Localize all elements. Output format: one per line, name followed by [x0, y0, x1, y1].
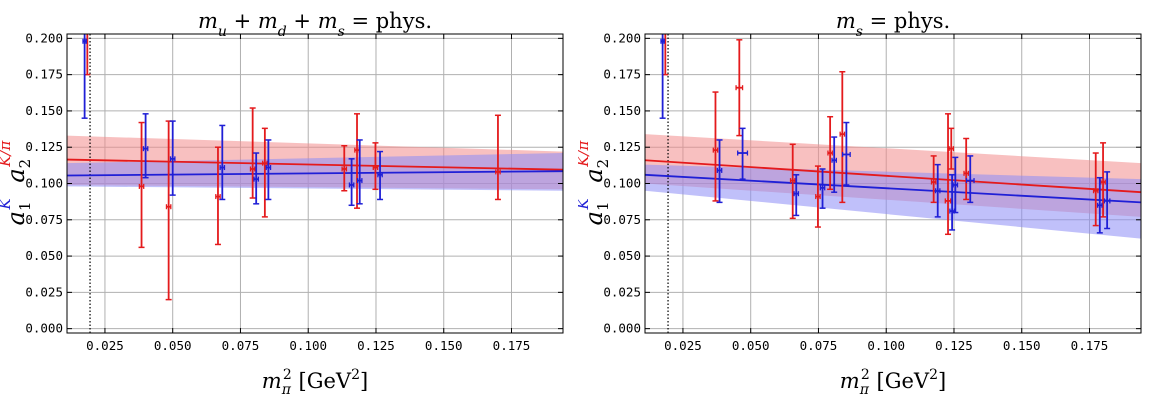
y-tick-label: 0.025 — [25, 284, 63, 299]
x-tick-label: 0.050 — [154, 338, 192, 353]
data-point — [348, 158, 355, 207]
x-tick-label: 0.075 — [222, 338, 260, 353]
data-point — [377, 150, 384, 201]
data-point — [793, 174, 800, 217]
data-point — [789, 143, 796, 220]
y-tick-label: 0.100 — [25, 176, 63, 191]
data-point — [948, 127, 955, 170]
data-point — [965, 155, 975, 204]
data-point — [265, 139, 272, 201]
fit-lines — [644, 159, 1142, 204]
chart-right: ms = phys. 0.025 0.050 0.075 0.100 0.125 0.15… — [578, 9, 1142, 398]
y-tick-label: 0.200 — [25, 30, 63, 45]
y-tick-label: 0.050 — [603, 248, 641, 263]
data-point — [1103, 171, 1111, 230]
svg-text:a1K a2K/π: a1K a2K/π — [0, 140, 34, 226]
y-tick-label: 0.125 — [25, 139, 63, 154]
x-tick-label: 0.025 — [86, 338, 124, 353]
data-point — [735, 39, 744, 137]
data-point — [831, 136, 838, 193]
x-tick-label: 0.150 — [425, 338, 463, 353]
data-point — [952, 156, 959, 214]
data-point — [261, 127, 268, 218]
data-point — [253, 152, 260, 205]
y-tick-label: 0.050 — [25, 248, 63, 263]
data-point — [827, 115, 834, 191]
fit-line — [66, 158, 564, 171]
data-point — [1100, 142, 1107, 218]
data-points — [659, 34, 1111, 236]
data-point — [930, 155, 937, 204]
chart-left: mu + md + ms = phys. 0.025 0.050 0.075 0.10… — [0, 9, 564, 398]
y-axis-label: a1K a2K/π — [578, 140, 612, 226]
data-point — [659, 34, 666, 119]
data-point — [354, 113, 361, 209]
data-point — [934, 163, 941, 218]
chart-title: mu + md + ms = phys. — [198, 9, 432, 40]
data-point — [716, 139, 723, 204]
x-tick-label: 0.175 — [493, 338, 531, 353]
y-tick-label: 0.025 — [603, 284, 641, 299]
data-point — [814, 165, 821, 228]
svg-text:a1K a2K/π: a1K a2K/π — [578, 140, 612, 226]
fit-line — [66, 170, 564, 177]
y-tick-label: 0.075 — [603, 212, 641, 227]
x-tick-label: 0.100 — [289, 338, 327, 353]
fit-lines — [66, 158, 564, 177]
data-point — [1096, 176, 1103, 234]
y-tick-label: 0.000 — [603, 321, 641, 336]
data-point — [356, 139, 363, 205]
x-tick-label: 0.100 — [867, 338, 905, 353]
data-point — [841, 121, 851, 186]
y-tick-label: 0.175 — [25, 67, 63, 82]
data-point — [737, 127, 749, 180]
data-point — [214, 146, 221, 246]
fit-line — [644, 159, 1142, 194]
x-tick-label: 0.025 — [664, 338, 702, 353]
y-tick-label: 0.200 — [603, 30, 641, 45]
axis-ticks: 0.025 0.050 0.075 0.100 0.125 0.150 0.175 0.000… — [25, 30, 563, 353]
data-point — [944, 113, 952, 236]
y-tick-label: 0.175 — [603, 67, 641, 82]
data-point — [219, 124, 226, 201]
y-tick-label: 0.150 — [25, 103, 63, 118]
x-tick-label: 0.050 — [732, 338, 770, 353]
data-point — [712, 91, 719, 202]
data-point — [138, 121, 145, 249]
x-tick-label: 0.125 — [357, 338, 395, 353]
fit-line — [644, 173, 1142, 204]
y-tick-label: 0.125 — [603, 139, 641, 154]
data-point — [1092, 152, 1099, 227]
y-tick-label: 0.150 — [603, 103, 641, 118]
data-point — [142, 113, 149, 179]
data-point — [372, 142, 379, 191]
data-point — [819, 168, 826, 209]
data-point — [169, 120, 176, 196]
data-point — [494, 114, 501, 201]
data-point — [249, 107, 256, 199]
x-tick-label: 0.150 — [1003, 338, 1041, 353]
y-axis-label: a1K a2K/π — [0, 140, 34, 226]
y-tick-label: 0.000 — [25, 321, 63, 336]
y-tick-label: 0.075 — [25, 212, 63, 227]
data-point — [165, 120, 172, 301]
x-axis-label: mπ2 [GeV2] — [262, 367, 368, 398]
x-tick-label: 0.125 — [935, 338, 973, 353]
chart-title: ms = phys. — [836, 9, 950, 40]
data-point — [81, 34, 88, 119]
fit-error-band — [645, 164, 1141, 239]
x-axis-label: mπ2 [GeV2] — [840, 367, 946, 398]
data-point — [341, 145, 348, 192]
data-point — [839, 70, 846, 204]
x-tick-label: 0.175 — [1071, 338, 1109, 353]
y-tick-label: 0.100 — [603, 176, 641, 191]
data-point — [963, 137, 970, 201]
x-tick-label: 0.075 — [800, 338, 838, 353]
data-points — [81, 34, 501, 301]
axis-ticks: 0.025 0.050 0.075 0.100 0.125 0.150 0.175 0.000… — [603, 30, 1141, 353]
